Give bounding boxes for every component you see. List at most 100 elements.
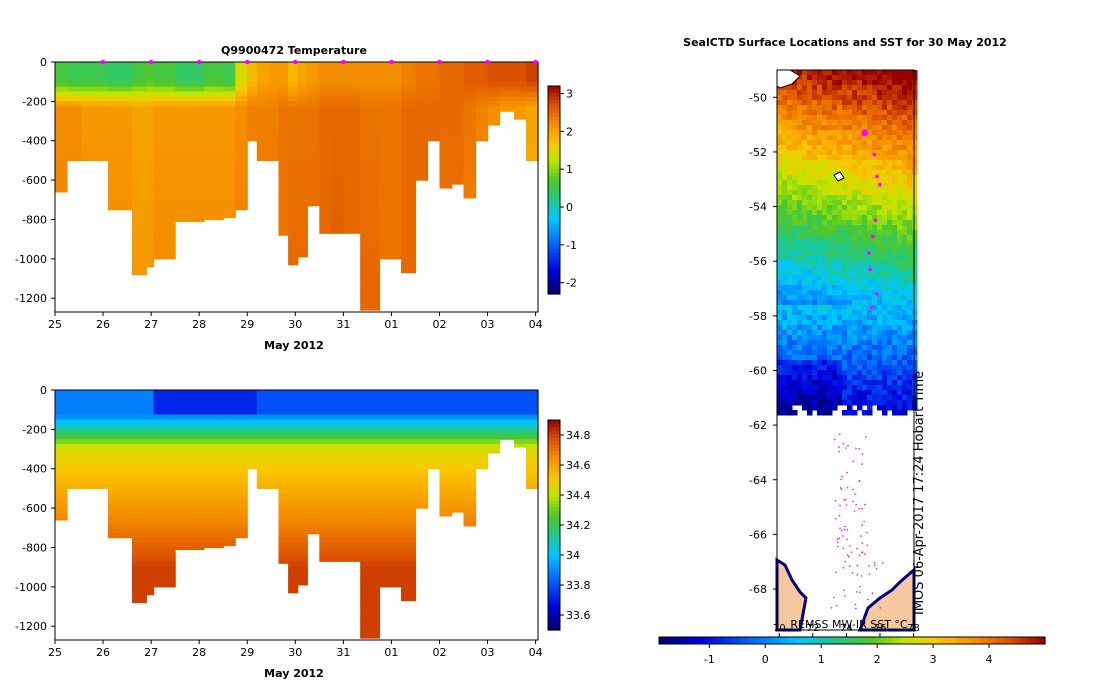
sst-cell <box>792 185 798 191</box>
section-cell <box>153 503 176 509</box>
sst-cell <box>842 360 848 366</box>
seal-location <box>871 234 875 239</box>
sst-cell <box>787 170 793 176</box>
sst-cell <box>867 335 873 341</box>
section-cell <box>107 165 133 171</box>
section-cell <box>288 483 299 490</box>
sst-cell <box>817 125 823 131</box>
sst-cell <box>867 325 873 331</box>
section-cell <box>297 498 308 504</box>
section-cell <box>153 478 176 485</box>
sst-cell <box>887 235 893 241</box>
sst-cell <box>887 350 893 356</box>
sst-cell <box>782 350 788 356</box>
track-dot <box>837 545 839 548</box>
section-cell <box>131 258 147 265</box>
sst-cell <box>787 225 793 231</box>
section-cell <box>360 76 380 83</box>
sst-cell <box>867 370 873 376</box>
section-cell <box>55 517 68 521</box>
section-cell <box>360 185 380 191</box>
sst-cell <box>862 255 868 261</box>
track-dot <box>856 547 858 550</box>
colorbar-segment <box>548 507 560 512</box>
sst-cell <box>867 410 873 416</box>
section-cell <box>463 96 477 102</box>
sst-cell <box>822 265 828 271</box>
section-cell <box>401 552 417 558</box>
sst-cell <box>807 110 813 116</box>
sst-cell <box>837 295 843 301</box>
section-cell <box>235 175 248 181</box>
section-cell <box>81 111 109 117</box>
section-cell <box>343 458 361 465</box>
sst-cell <box>832 125 838 131</box>
section-cell <box>131 239 147 245</box>
section-cell <box>475 449 489 455</box>
section-cell <box>513 394 527 401</box>
sst-cell <box>857 385 863 391</box>
sst-cell <box>882 330 888 336</box>
section-cell <box>288 263 299 266</box>
sst-cell <box>897 130 903 136</box>
sst-cell <box>882 390 888 396</box>
section-cell <box>55 419 68 426</box>
profile-marker <box>148 59 154 65</box>
sst-cell <box>872 365 878 371</box>
profile-marker <box>100 59 106 65</box>
section-cell <box>278 140 289 147</box>
section-cell <box>331 91 344 98</box>
section-cell <box>146 522 155 529</box>
section-cell <box>203 106 224 112</box>
sst-cell <box>892 140 898 146</box>
sst-cell <box>902 80 908 86</box>
section-cell <box>343 140 361 147</box>
sst-colorbar-segment <box>779 637 786 644</box>
section-cell <box>223 170 236 176</box>
sst-cell <box>822 150 828 156</box>
section-cell <box>475 111 489 117</box>
section-cell <box>360 278 380 285</box>
section-cell <box>223 185 236 191</box>
sst-cell <box>887 335 893 341</box>
sst-cell <box>842 115 848 121</box>
sst-cell <box>902 295 908 301</box>
track-dot <box>852 460 855 463</box>
section-cell <box>107 130 133 137</box>
section-cell <box>297 562 308 568</box>
sst-cell <box>842 300 848 306</box>
sst-cell <box>872 265 878 271</box>
section-cell <box>278 449 289 455</box>
sst-cell <box>792 220 798 226</box>
sst-cell <box>887 205 893 211</box>
sst-cell <box>797 390 803 396</box>
sst-cell <box>882 370 888 376</box>
section-cell <box>360 404 380 411</box>
section-cell <box>343 532 361 539</box>
sst-cell <box>797 270 803 276</box>
section-cell <box>203 125 224 132</box>
section-cell <box>247 449 258 455</box>
section-cell <box>203 121 224 127</box>
section-cell <box>175 135 205 142</box>
sst-cell <box>912 320 918 326</box>
sst-cell <box>847 320 853 326</box>
colorbar-segment <box>548 117 560 122</box>
sst-cell <box>802 230 808 236</box>
sst-cell <box>912 180 918 186</box>
sst-cell <box>857 360 863 366</box>
section-cell <box>331 493 344 499</box>
sst-cell <box>827 290 833 296</box>
section-cell <box>247 394 258 401</box>
section-cell <box>131 219 147 225</box>
section-cell <box>401 268 417 274</box>
section-cell <box>331 483 344 490</box>
sst-colorbar-segment <box>745 637 752 644</box>
section-cell <box>146 194 155 201</box>
sst-colorbar-segment <box>1020 637 1027 644</box>
sst-cell <box>847 140 853 146</box>
sst-cell <box>872 225 878 231</box>
sst-cell <box>842 145 848 151</box>
section-cell <box>203 199 224 206</box>
sst-cell <box>847 145 853 151</box>
